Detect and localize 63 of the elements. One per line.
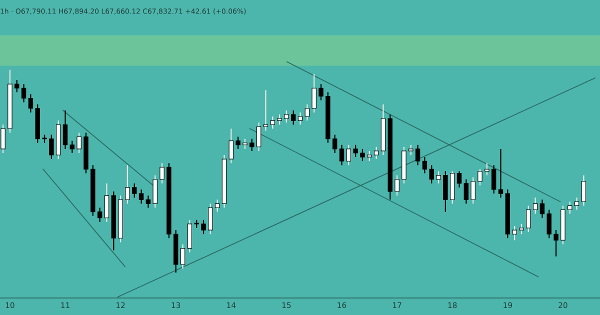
candlestick	[62, 110, 68, 150]
candlestick	[236, 136, 240, 150]
candlestick	[160, 162, 164, 184]
candlestick	[464, 178, 469, 204]
candlestick	[256, 122, 262, 152]
candlestick	[456, 170, 462, 188]
candlestick	[581, 174, 586, 206]
candlestick	[408, 144, 414, 156]
candlestick	[146, 195, 151, 208]
candlestick	[519, 223, 524, 235]
candlestick	[298, 112, 303, 126]
candlestick	[14, 79, 20, 93]
candlestick	[180, 244, 186, 270]
candlestick	[470, 176, 476, 204]
candlestick	[367, 150, 372, 162]
candlestick	[76, 132, 82, 154]
candlestick	[546, 209, 552, 239]
candlestick	[498, 148, 504, 198]
candlestick	[374, 146, 379, 160]
candlestick	[270, 116, 275, 130]
candlestick	[312, 73, 316, 113]
candlestick	[132, 182, 137, 198]
candlestick	[415, 144, 420, 166]
candlestick	[70, 140, 75, 154]
candlestick	[214, 199, 220, 212]
candlestick	[554, 229, 558, 257]
candlestick	[540, 199, 545, 218]
candlestick	[491, 164, 496, 194]
candlestick	[263, 90, 268, 132]
candlestick	[242, 138, 248, 150]
candlestick	[125, 164, 130, 204]
candlestick	[512, 225, 517, 241]
candlestick	[318, 83, 324, 101]
candlestick	[0, 124, 6, 154]
candlestick	[568, 201, 572, 214]
candlestick	[97, 207, 102, 222]
candlestick	[346, 144, 352, 166]
candlestick	[339, 144, 344, 166]
candlestick	[526, 205, 531, 233]
candlestick	[201, 219, 206, 235]
candlestick	[332, 134, 338, 154]
candlestick	[353, 144, 358, 158]
candlestick	[49, 134, 54, 160]
candlestick	[104, 182, 110, 222]
candlestick	[228, 128, 234, 164]
candlestick	[360, 148, 365, 162]
candlestick	[277, 114, 282, 126]
candlestick	[250, 138, 254, 152]
candlestick	[21, 83, 26, 103]
candlestick	[574, 197, 580, 210]
candlestick	[436, 170, 441, 184]
candlestick	[484, 162, 490, 176]
candlestick	[208, 203, 213, 235]
candlestick	[304, 104, 310, 122]
candlestick	[138, 188, 144, 204]
candlestick	[291, 110, 296, 126]
candlestick	[429, 164, 434, 184]
candlestick	[478, 168, 482, 186]
candlestick	[422, 156, 428, 174]
candlestick	[394, 174, 400, 196]
candlestick	[28, 94, 34, 113]
candlestick	[284, 110, 289, 124]
candlestick	[532, 197, 538, 214]
